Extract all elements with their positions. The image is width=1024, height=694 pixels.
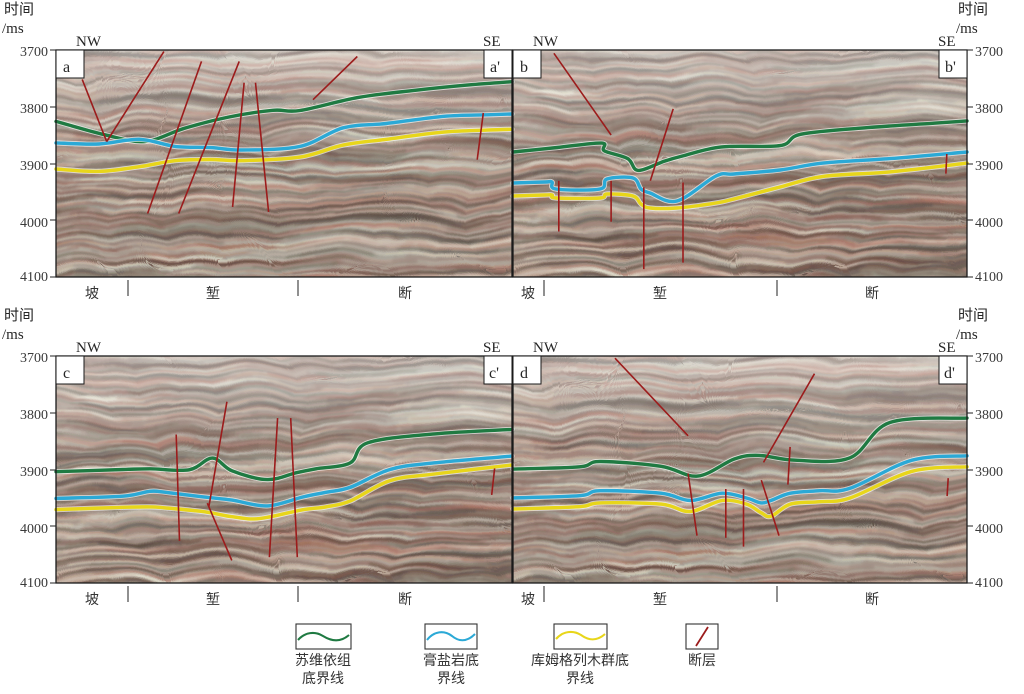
- svg-text:SE: SE: [938, 34, 956, 50]
- svg-text:时间: 时间: [958, 307, 988, 324]
- svg-text:SE: SE: [483, 34, 501, 50]
- svg-text:b': b': [945, 59, 956, 76]
- svg-text:界线: 界线: [566, 671, 594, 687]
- svg-text:堑: 堑: [653, 592, 667, 608]
- svg-text:3800: 3800: [20, 102, 48, 117]
- svg-text:4000: 4000: [20, 522, 48, 537]
- svg-text:苏维依组: 苏维依组: [295, 653, 351, 669]
- svg-text:a: a: [63, 59, 70, 76]
- svg-text:d: d: [520, 365, 528, 382]
- svg-text:3700: 3700: [20, 351, 48, 366]
- svg-text:c: c: [63, 365, 70, 382]
- svg-text:4100: 4100: [20, 270, 48, 285]
- svg-text:4000: 4000: [20, 216, 48, 231]
- svg-text:库姆格列木群底: 库姆格列木群底: [531, 653, 629, 669]
- svg-text:时间: 时间: [4, 307, 34, 324]
- svg-text:3800: 3800: [20, 408, 48, 423]
- svg-text:3800: 3800: [975, 102, 1003, 117]
- svg-text:4100: 4100: [20, 576, 48, 591]
- svg-text:NW: NW: [76, 340, 102, 356]
- svg-text:断层: 断层: [688, 653, 716, 669]
- svg-text:4100: 4100: [975, 270, 1003, 285]
- svg-text:3700: 3700: [975, 45, 1003, 60]
- svg-text:3700: 3700: [20, 45, 48, 60]
- svg-text:3900: 3900: [20, 465, 48, 480]
- svg-text:坡: 坡: [521, 592, 535, 608]
- svg-text:SE: SE: [483, 340, 501, 356]
- svg-text:3900: 3900: [20, 159, 48, 174]
- svg-text:a': a': [490, 59, 500, 76]
- svg-text:4000: 4000: [975, 522, 1003, 537]
- svg-text:断: 断: [398, 592, 412, 608]
- svg-text:断: 断: [865, 286, 879, 302]
- svg-text:3900: 3900: [975, 159, 1003, 174]
- svg-text:NW: NW: [533, 340, 559, 356]
- svg-text:/ms: /ms: [956, 21, 978, 37]
- svg-text:坡: 坡: [85, 286, 99, 302]
- svg-text:坡: 坡: [521, 286, 535, 302]
- svg-text:NW: NW: [76, 34, 102, 50]
- svg-text:SE: SE: [938, 340, 956, 356]
- svg-text:底界线: 底界线: [302, 671, 344, 687]
- svg-text:时间: 时间: [958, 1, 988, 18]
- svg-text:断: 断: [865, 592, 879, 608]
- svg-text:d': d': [944, 365, 955, 382]
- svg-text:3700: 3700: [975, 351, 1003, 366]
- svg-text:/ms: /ms: [956, 327, 978, 343]
- svg-text:4000: 4000: [975, 216, 1003, 231]
- svg-text:b: b: [520, 59, 528, 76]
- svg-text:坡: 坡: [85, 592, 99, 608]
- svg-text:界线: 界线: [437, 671, 465, 687]
- svg-text:NW: NW: [533, 34, 559, 50]
- svg-text:堑: 堑: [206, 286, 220, 302]
- svg-text:堑: 堑: [206, 592, 220, 608]
- svg-text:/ms: /ms: [2, 327, 24, 343]
- svg-text:/ms: /ms: [2, 21, 24, 37]
- svg-text:3800: 3800: [975, 408, 1003, 423]
- svg-text:断: 断: [398, 286, 412, 302]
- svg-text:4100: 4100: [975, 576, 1003, 591]
- svg-text:时间: 时间: [4, 1, 34, 18]
- svg-text:膏盐岩底: 膏盐岩底: [423, 652, 479, 669]
- svg-text:c': c': [489, 365, 499, 382]
- svg-text:堑: 堑: [653, 286, 667, 302]
- svg-text:3900: 3900: [975, 465, 1003, 480]
